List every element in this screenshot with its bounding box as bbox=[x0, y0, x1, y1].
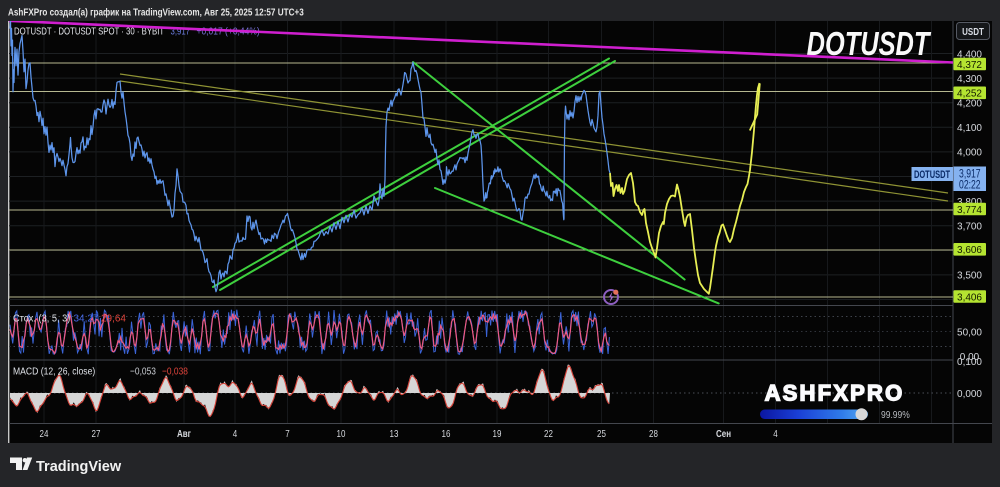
svg-text:3,500: 3,500 bbox=[957, 270, 982, 281]
svg-text:4: 4 bbox=[773, 428, 777, 439]
svg-text:02:22: 02:22 bbox=[959, 179, 981, 191]
svg-text:4,372: 4,372 bbox=[957, 60, 982, 71]
svg-text:Сен: Сен bbox=[716, 428, 731, 439]
svg-text:50,00: 50,00 bbox=[957, 327, 982, 338]
svg-text:22: 22 bbox=[544, 428, 553, 439]
svg-text:4,300: 4,300 bbox=[957, 74, 982, 85]
svg-text:4,000: 4,000 bbox=[957, 147, 982, 158]
svg-text:DOTUSDT · DOTUSDT SPOT · 30 ·: DOTUSDT · DOTUSDT SPOT · 30 · BYBIT bbox=[14, 25, 165, 36]
svg-text:4,400: 4,400 bbox=[957, 49, 982, 60]
svg-text:−0,053: −0,053 bbox=[130, 366, 156, 378]
svg-text:3,800: 3,800 bbox=[957, 197, 982, 208]
svg-text:0,00: 0,00 bbox=[960, 352, 980, 363]
svg-text:4,252: 4,252 bbox=[957, 88, 982, 99]
svg-text:7: 7 bbox=[285, 428, 289, 439]
svg-text:34,27: 34,27 bbox=[74, 313, 99, 324]
svg-text:MACD (12, 26, close): MACD (12, 26, close) bbox=[13, 366, 95, 378]
svg-text:0,100: 0,100 bbox=[957, 357, 982, 368]
svg-text:10: 10 bbox=[337, 428, 346, 439]
svg-text:4: 4 bbox=[233, 428, 237, 439]
svg-text:ASHFXPRO: ASHFXPRO bbox=[765, 381, 905, 406]
svg-text:Авг: Авг bbox=[177, 428, 191, 439]
svg-text:3,406: 3,406 bbox=[957, 292, 982, 303]
svg-text:3,774: 3,774 bbox=[957, 205, 982, 216]
svg-text:25: 25 bbox=[597, 428, 606, 439]
svg-text:4,200: 4,200 bbox=[957, 98, 982, 109]
svg-text:DOTUSDT: DOTUSDT bbox=[914, 167, 950, 180]
svg-text:Стох. (3, 5, 3): Стох. (3, 5, 3) bbox=[13, 313, 70, 325]
svg-text:3,917: 3,917 bbox=[171, 25, 191, 36]
svg-text:3,917: 3,917 bbox=[959, 168, 981, 180]
svg-text:13: 13 bbox=[390, 428, 399, 439]
svg-text:USDT: USDT bbox=[962, 26, 984, 37]
svg-text:27: 27 bbox=[92, 428, 101, 439]
svg-text:19: 19 bbox=[493, 428, 502, 439]
svg-text:3,606: 3,606 bbox=[957, 245, 982, 256]
svg-text:3,700: 3,700 bbox=[957, 221, 982, 232]
svg-text:−0,038: −0,038 bbox=[162, 366, 188, 378]
svg-text:99.99%: 99.99% bbox=[881, 409, 910, 420]
svg-text:0,000: 0,000 bbox=[957, 389, 982, 400]
svg-text:24: 24 bbox=[40, 428, 49, 439]
svg-text:16: 16 bbox=[442, 428, 451, 439]
svg-text:28: 28 bbox=[649, 428, 658, 439]
svg-text:AshFXPro создал(а) график на T: AshFXPro создал(а) график на TradingView… bbox=[8, 7, 304, 18]
svg-text:TradingView: TradingView bbox=[36, 459, 122, 475]
svg-text:4,100: 4,100 bbox=[957, 123, 982, 134]
svg-text:29,64: 29,64 bbox=[101, 313, 126, 324]
